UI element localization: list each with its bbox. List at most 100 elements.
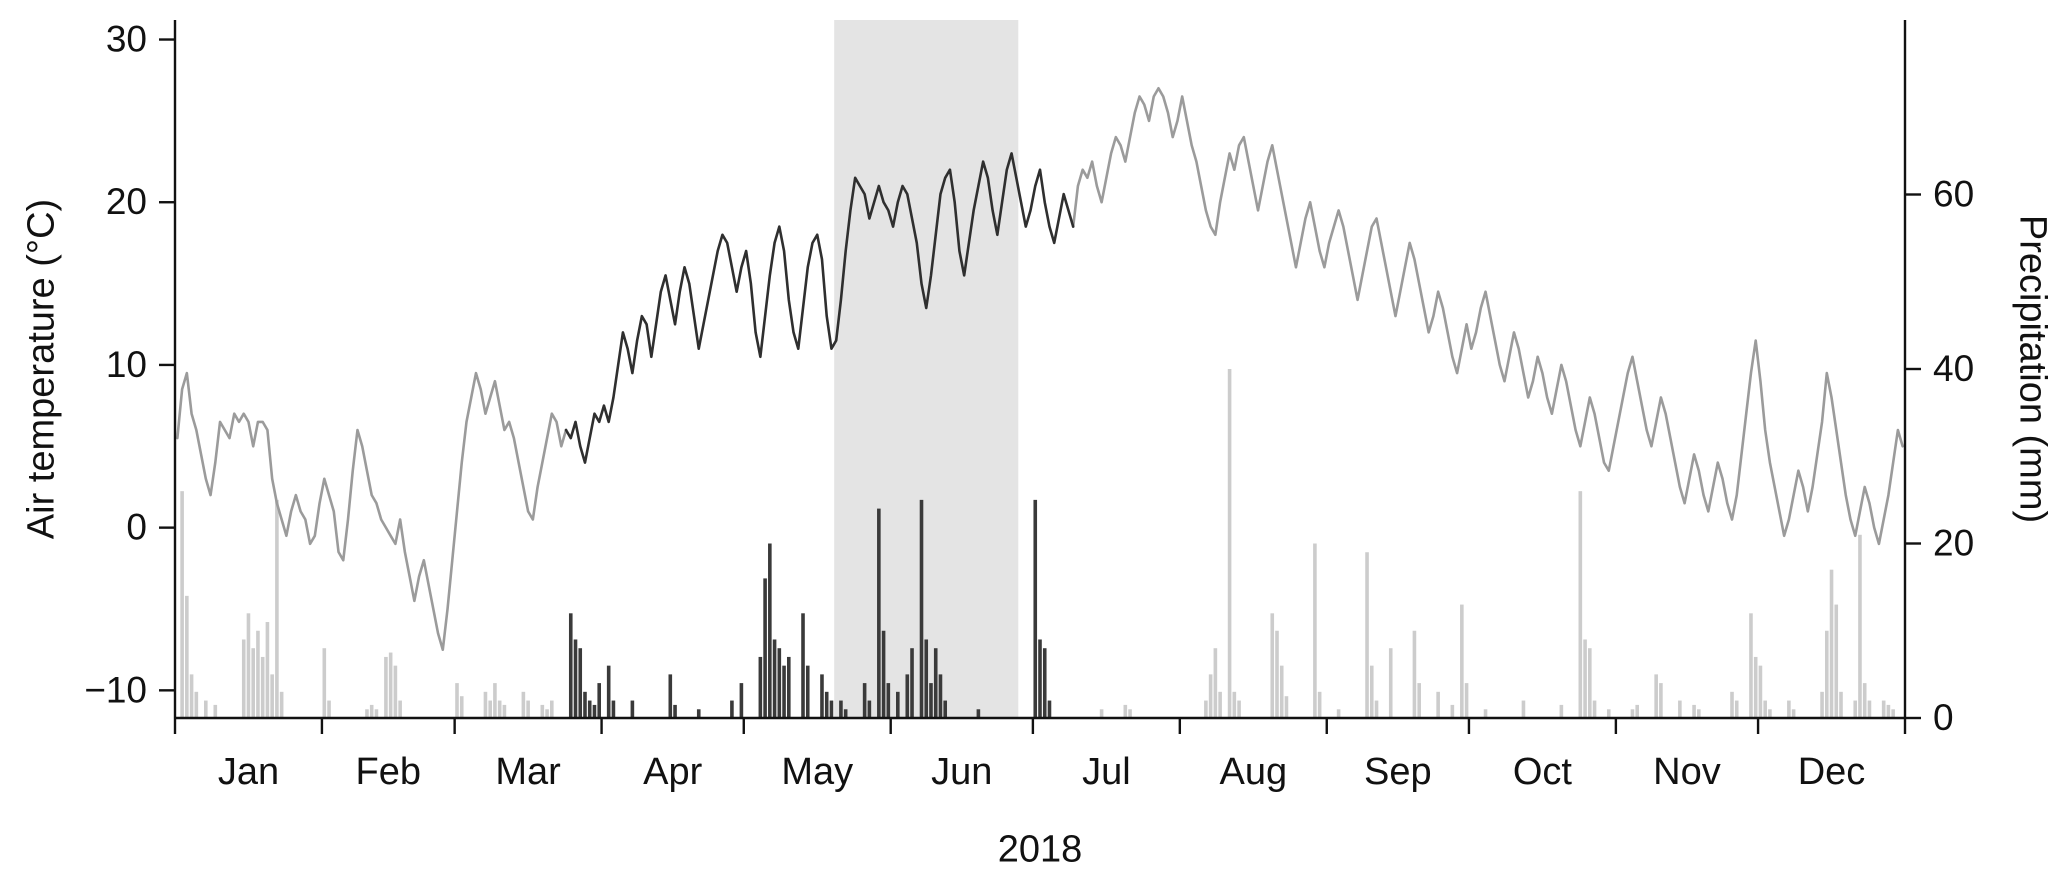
right-axis-title: Precipitation (mm): [2011, 214, 2054, 524]
temperature-line-gray: [1071, 87, 1904, 546]
precipitation-bar: [246, 613, 251, 718]
precipitation-bar: [1388, 648, 1393, 718]
precipitation-bar: [1521, 700, 1526, 718]
month-label: Mar: [495, 751, 561, 793]
right-tick-label: 20: [1933, 523, 1974, 564]
precipitation-bar: [189, 674, 194, 718]
precipitation-bar: [910, 648, 914, 718]
precipitation-bar: [730, 700, 734, 718]
precipitation-bar: [241, 639, 246, 718]
precipitation-bar: [668, 674, 673, 718]
precipitation-bar: [1208, 674, 1213, 718]
precipitation-bar: [1659, 683, 1663, 718]
precipitation-bar: [1232, 691, 1237, 718]
precipitation-bar: [251, 648, 256, 718]
precipitation-bar: [1417, 683, 1421, 718]
precipitation-bar: [568, 613, 573, 718]
precipitation-bar: [1787, 700, 1791, 718]
temperature-line-dark: [564, 152, 1075, 464]
highlight-band: [834, 20, 1019, 718]
precipitation-bar: [578, 648, 583, 718]
precipitation-bar: [739, 683, 744, 718]
precipitation-bar: [862, 683, 867, 718]
month-label: Oct: [1513, 751, 1573, 793]
precipitation-bar: [1038, 639, 1042, 718]
precipitation-bar: [933, 648, 938, 718]
precipitation-bar: [1730, 691, 1734, 718]
precipitation-bar: [1460, 604, 1464, 718]
precipitation-bar: [805, 665, 810, 718]
right-tick-label: 40: [1933, 348, 1974, 389]
precipitation-bar: [521, 691, 526, 718]
precipitation-bar: [365, 709, 369, 718]
precipitation-bar: [1237, 700, 1241, 718]
precipitation-bar: [1697, 709, 1701, 718]
precipitation-bar: [322, 648, 327, 718]
precipitation-bar: [1592, 700, 1597, 718]
precipitation-bar: [630, 700, 635, 718]
precipitation-bar: [1450, 704, 1455, 718]
precipitation-bar: [1588, 648, 1592, 718]
precipitation-bar: [1654, 674, 1658, 718]
precipitation-bar: [772, 639, 777, 718]
precipitation-bar: [867, 700, 872, 718]
precipitation-bar: [1336, 709, 1341, 718]
precipitation-bar: [597, 683, 602, 718]
precipitation-bar: [583, 691, 587, 718]
precipitation-bar: [497, 700, 502, 718]
precipitation-bar: [1858, 534, 1862, 718]
precipitation-bar: [1891, 709, 1895, 718]
x-axis-year-label: 2018: [997, 828, 1083, 871]
precipitation-bar: [786, 656, 791, 718]
precipitation-bar: [801, 613, 805, 718]
month-label: Feb: [356, 751, 421, 793]
precipitation-bar: [1763, 700, 1767, 718]
month-label: Sep: [1364, 751, 1432, 793]
precipitation-bar: [611, 700, 616, 718]
left-axis-title: Air temperature (°C): [20, 198, 63, 540]
precipitation-bar: [455, 683, 459, 718]
precipitation-bar: [393, 665, 398, 718]
precipitation-bar: [1881, 700, 1886, 718]
precipitation-bar: [493, 683, 497, 718]
precipitation-bar: [502, 704, 507, 718]
month-label: Nov: [1653, 751, 1721, 793]
precipitation-bar: [369, 704, 374, 718]
precipitation-bar: [673, 704, 677, 718]
precipitation-bar: [1047, 700, 1052, 718]
precipitation-bar: [1213, 648, 1218, 718]
precipitation-bar: [1606, 709, 1611, 718]
precipitation-bar: [1204, 700, 1208, 718]
precipitation-bar: [1369, 665, 1374, 718]
precipitation-bar: [1758, 665, 1763, 718]
precipitation-bar: [1862, 683, 1867, 718]
precipitation-bar: [929, 683, 933, 718]
month-label: Aug: [1219, 751, 1287, 793]
left-tick-label: 20: [106, 181, 147, 222]
precipitation-bar: [1867, 700, 1872, 718]
precipitation-bar: [1128, 709, 1132, 718]
precipitation-bar: [976, 709, 981, 718]
right-tick-label: 60: [1933, 174, 1974, 215]
month-label: Dec: [1798, 751, 1866, 793]
temperature-line-gray: [176, 371, 568, 652]
precipitation-bar: [896, 691, 900, 718]
month-label: Jun: [931, 751, 992, 793]
precipitation-bar: [279, 691, 284, 718]
left-tick-label: 0: [126, 507, 147, 548]
precipitation-bar: [374, 709, 379, 718]
precipitation-bar: [829, 700, 834, 718]
precipitation-bar: [924, 639, 929, 718]
precipitation-bar: [820, 674, 824, 718]
precipitation-bar: [1270, 613, 1275, 718]
left-tick-label: 10: [106, 344, 147, 385]
precipitation-bar: [1042, 648, 1047, 718]
right-tick-label: 0: [1933, 697, 1954, 738]
precipitation-bar: [1317, 691, 1322, 718]
precipitation-bar: [886, 683, 891, 718]
precipitation-bar: [1218, 691, 1222, 718]
precipitation-bar: [573, 639, 578, 718]
precipitation-bar: [1099, 709, 1104, 718]
precipitation-bar: [398, 700, 402, 718]
